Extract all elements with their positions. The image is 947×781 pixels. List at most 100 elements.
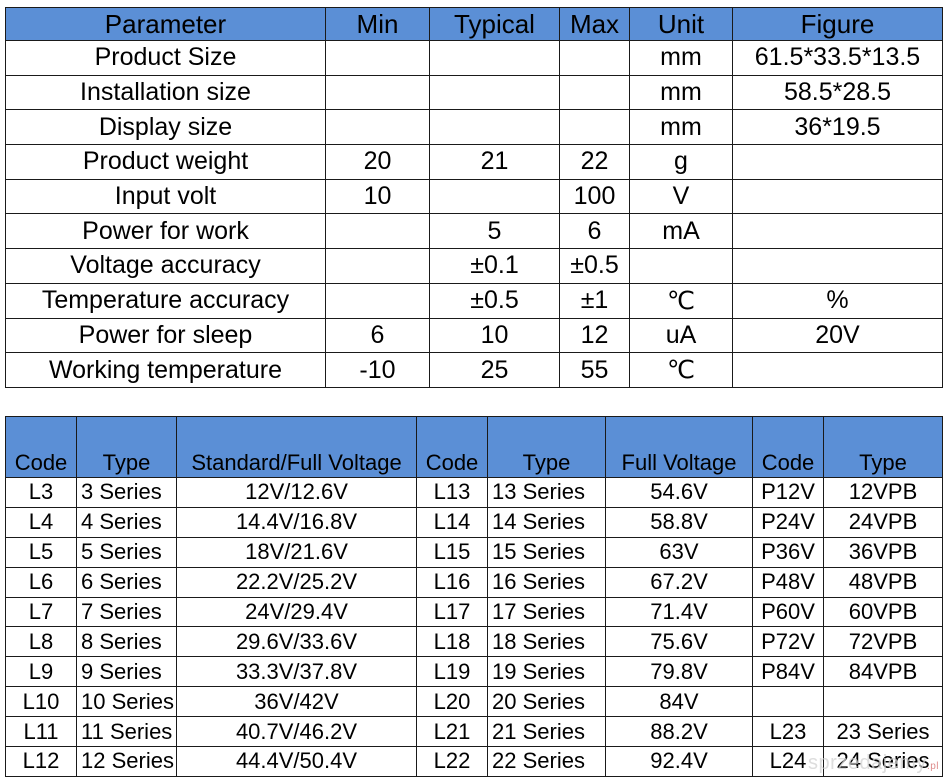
spec-row-cell: 100	[559, 178, 630, 215]
spec-row-cell	[732, 248, 943, 284]
spec-row-cell: uA	[629, 317, 733, 354]
spec-row: Power for sleep 6 10 12 uA 20V	[5, 317, 943, 354]
code-row-cell: 6 Series	[76, 566, 177, 598]
spec-table-body: Product Size mm 61.5*33.5*13.5 Installation…	[5, 40, 943, 388]
spec-header-cell-0: Parameter	[5, 7, 326, 41]
spec-row-cell: ℃	[629, 282, 733, 319]
code-row-cell: L20	[416, 686, 488, 718]
spec-header-cell-1: Min	[325, 7, 430, 41]
code-row-cell: L11	[5, 716, 77, 748]
code-row-cell: 12V/12.6V	[176, 477, 417, 508]
code-row: L10 10 Series 36V/42V L20 20 Series 84V	[5, 686, 943, 718]
code-row-cell: L21	[416, 716, 488, 748]
spec-header-cell-4: Unit	[629, 7, 733, 41]
spec-row-cell: ±0.5	[429, 282, 560, 319]
code-row-cell: 10 Series	[76, 686, 177, 718]
spec-row: Working temperature -10 25 55 ℃	[5, 352, 943, 388]
code-row-cell: P72V	[752, 626, 824, 658]
spec-header-row: Parameter Min Typical Max Unit Figure	[5, 7, 943, 41]
spec-table: Parameter Min Typical Max Unit Figure Product…	[5, 7, 943, 388]
code-row-cell: L24	[752, 746, 824, 777]
code-row-cell: 3 Series	[76, 477, 177, 508]
spec-row-cell: Temperature accuracy	[5, 282, 326, 319]
code-header-cell-2: Standard/Full Voltage	[176, 416, 417, 478]
spec-row-cell: 6	[559, 213, 630, 250]
code-row-cell: 15 Series	[487, 536, 606, 568]
code-row-cell: P84V	[752, 656, 824, 688]
code-row-cell: 20 Series	[487, 686, 606, 718]
code-header-cell-0: Code	[5, 416, 77, 478]
spec-row-cell: 58.5*28.5	[732, 74, 943, 111]
spec-row-cell: Product weight	[5, 144, 326, 180]
spec-row-cell	[732, 178, 943, 215]
spec-row: Temperature accuracy ±0.5 ±1 ℃%	[5, 282, 943, 319]
spec-row-cell: ±1	[559, 282, 630, 319]
spec-row-cell: V	[629, 178, 733, 215]
spec-row-cell: -10	[325, 352, 430, 388]
code-row-cell: 23 Series	[823, 716, 943, 748]
code-row-cell: 22 Series	[487, 746, 606, 777]
spec-row-cell	[559, 109, 630, 146]
spec-row-cell: mm	[629, 40, 733, 76]
code-row-cell: L10	[5, 686, 77, 718]
code-row: L11 11 Series 40.7V/46.2V L21 21 Series 88.2V…	[5, 716, 943, 748]
code-header-cell-5: Full Voltage	[605, 416, 753, 478]
code-header-cell-6: Code	[752, 416, 824, 478]
code-row-cell: L9	[5, 656, 77, 688]
code-row-cell: 14.4V/16.8V	[176, 506, 417, 538]
spec-row-cell: 10	[325, 178, 430, 215]
spec-row-cell: 5	[429, 213, 560, 250]
spec-row-cell: ℃	[629, 352, 733, 388]
code-row-cell: 24V/29.4V	[176, 596, 417, 628]
spec-row-cell: 36*19.5	[732, 109, 943, 146]
code-row: L12 12 Series 44.4V/50.4V L22 22 Series 92.4V…	[5, 746, 943, 777]
code-row: L5 5 Series 18V/21.6V L15 15 Series 63V P36V 36…	[5, 536, 943, 568]
code-table: Code Type Standard/Full Voltage Code Type Ful…	[5, 416, 943, 777]
spec-header-cell-5: Figure	[732, 7, 943, 41]
spec-row-cell	[429, 178, 560, 215]
spec-row-cell: Input volt	[5, 178, 326, 215]
spec-row-cell	[325, 282, 430, 319]
spec-row: Product weight 20 21 22 g	[5, 144, 943, 180]
spec-row-cell: ±0.5	[559, 248, 630, 284]
code-row-cell: 29.6V/33.6V	[176, 626, 417, 658]
code-row-cell: 75.6V	[605, 626, 753, 658]
code-row-cell: 36V/42V	[176, 686, 417, 718]
code-row-cell: 14 Series	[487, 506, 606, 538]
spec-row-cell: g	[629, 144, 733, 180]
code-row-cell: P24V	[752, 506, 824, 538]
code-row-cell: L23	[752, 716, 824, 748]
code-row-cell: 36VPB	[823, 536, 943, 568]
code-row-cell: L8	[5, 626, 77, 658]
spec-row-cell	[629, 248, 733, 284]
code-row-cell: L7	[5, 596, 77, 628]
code-row-cell: L15	[416, 536, 488, 568]
spec-row-cell: 22	[559, 144, 630, 180]
code-row-cell: 58.8V	[605, 506, 753, 538]
code-row-cell: 12VPB	[823, 477, 943, 508]
code-row-cell: L19	[416, 656, 488, 688]
code-row-cell: 22.2V/25.2V	[176, 566, 417, 598]
spec-row-cell: mm	[629, 109, 733, 146]
code-row-cell: L22	[416, 746, 488, 777]
code-row-cell: L14	[416, 506, 488, 538]
code-table-body: L3 3 Series 12V/12.6V L13 13 Series 54.6V P12V…	[5, 477, 943, 777]
code-row-cell	[823, 686, 943, 718]
code-row-cell: P48V	[752, 566, 824, 598]
spec-row-cell: mA	[629, 213, 733, 250]
code-row-cell: 88.2V	[605, 716, 753, 748]
code-row-cell: 18V/21.6V	[176, 536, 417, 568]
spec-row: Installation size mm 58.5*28.5	[5, 74, 943, 111]
spec-row-cell: Product Size	[5, 40, 326, 76]
spec-row-cell: Power for work	[5, 213, 326, 250]
code-row-cell: 5 Series	[76, 536, 177, 568]
spec-row-cell	[732, 352, 943, 388]
code-row: L7 7 Series 24V/29.4V L17 17 Series 71.4V P60V…	[5, 596, 943, 628]
code-header-cell-1: Type	[76, 416, 177, 478]
code-row-cell: P60V	[752, 596, 824, 628]
spec-row-cell: Display size	[5, 109, 326, 146]
code-row-cell: 40.7V/46.2V	[176, 716, 417, 748]
watermark-text: sprzedajemy	[808, 752, 927, 774]
code-row-cell: L16	[416, 566, 488, 598]
code-row: L4 4 Series 14.4V/16.8V L14 14 Series 58.8V P2…	[5, 506, 943, 538]
